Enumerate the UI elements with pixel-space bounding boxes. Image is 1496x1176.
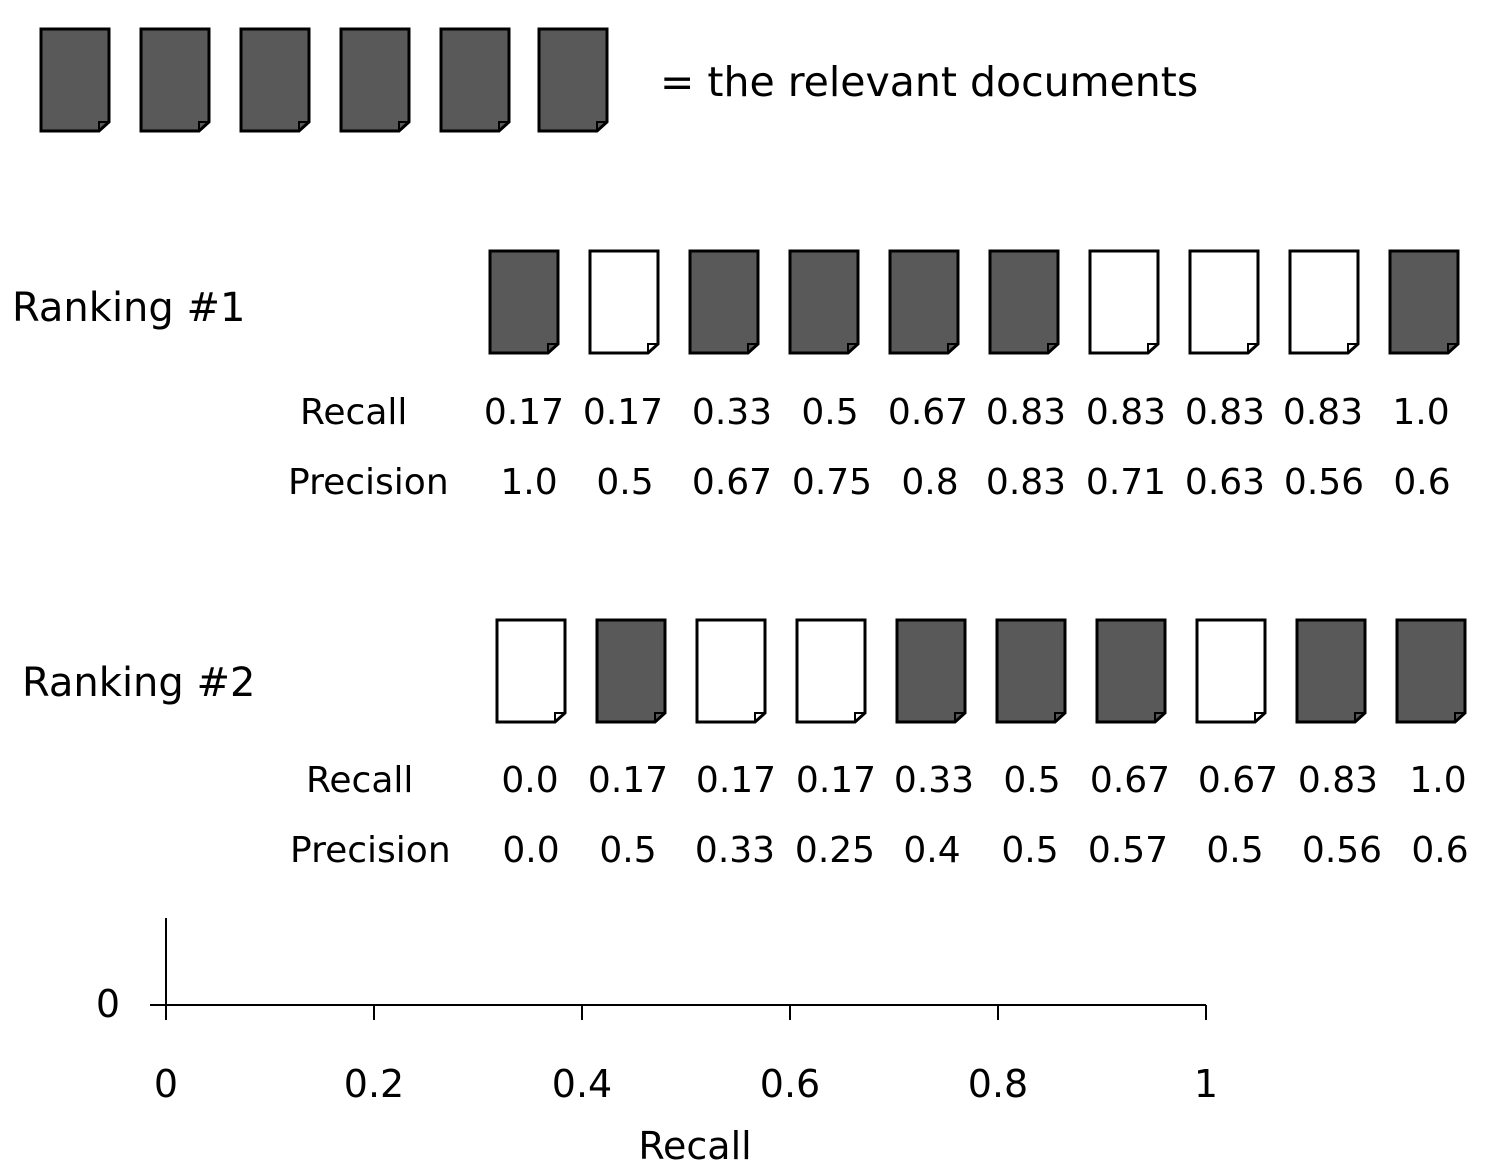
recall-value: 1.0 — [1409, 760, 1467, 801]
precision-value: 0.5 — [599, 830, 657, 871]
nonrelevant-document-icon — [1188, 249, 1260, 355]
precision-value: 0.6 — [1393, 462, 1451, 503]
relevant-document-icon — [239, 27, 311, 133]
x-tick-label: 0.6 — [759, 1062, 821, 1106]
relevant-document-icon — [888, 249, 960, 355]
relevant-document-icon — [895, 618, 967, 724]
relevant-document-icon — [1388, 249, 1460, 355]
ranking-2-precision-label: Precision — [290, 830, 451, 871]
x-tick-label: 0.8 — [967, 1062, 1029, 1106]
nonrelevant-document-icon — [495, 618, 567, 724]
ranking-1-title: Ranking #1 — [12, 285, 246, 331]
x-tick-label: 0 — [153, 1062, 179, 1106]
precision-value: 0.6 — [1411, 830, 1469, 871]
recall-value: 0.33 — [893, 760, 975, 801]
recall-value: 0.5 — [801, 392, 859, 433]
precision-value: 0.5 — [596, 462, 654, 503]
recall-value: 1.0 — [1392, 392, 1450, 433]
relevant-document-icon — [1295, 618, 1367, 724]
nonrelevant-document-icon — [695, 618, 767, 724]
recall-value: 0.17 — [587, 760, 669, 801]
precision-value: 0.25 — [794, 830, 876, 871]
relevant-document-icon — [688, 249, 760, 355]
precision-value: 0.71 — [1085, 462, 1167, 503]
recall-value: 0.67 — [887, 392, 969, 433]
nonrelevant-document-icon — [1088, 249, 1160, 355]
precision-value: 0.5 — [1206, 830, 1264, 871]
relevant-document-icon — [537, 27, 609, 133]
relevant-document-icon — [788, 249, 860, 355]
precision-value: 0.5 — [1001, 830, 1059, 871]
legend-label: = the relevant documents — [660, 58, 1199, 106]
precision-value: 0.75 — [791, 462, 873, 503]
recall-value: 0.67 — [1089, 760, 1171, 801]
recall-value: 0.17 — [483, 392, 565, 433]
ranking-2-recall-label: Recall — [306, 760, 414, 801]
relevant-document-icon — [488, 249, 560, 355]
x-axis-label: Recall — [638, 1124, 752, 1168]
precision-value: 0.67 — [691, 462, 773, 503]
precision-value: 0.56 — [1301, 830, 1383, 871]
recall-value: 0.5 — [1003, 760, 1061, 801]
recall-value: 0.83 — [1282, 392, 1364, 433]
relevant-document-icon — [1095, 618, 1167, 724]
x-tick-label: 0.4 — [551, 1062, 613, 1106]
y-tick-label: 0 — [95, 982, 121, 1026]
recall-value: 0.0 — [501, 760, 559, 801]
precision-value: 0.57 — [1087, 830, 1169, 871]
ranking-1-recall-label: Recall — [300, 392, 408, 433]
recall-value: 0.17 — [695, 760, 777, 801]
relevant-document-icon — [439, 27, 511, 133]
recall-value: 0.83 — [985, 392, 1067, 433]
recall-value: 0.83 — [1297, 760, 1379, 801]
recall-value: 0.33 — [691, 392, 773, 433]
relevant-document-icon — [988, 249, 1060, 355]
relevant-document-icon — [39, 27, 111, 133]
precision-value: 0.33 — [694, 830, 776, 871]
x-tick-label: 0.2 — [343, 1062, 405, 1106]
recall-value: 0.67 — [1197, 760, 1279, 801]
precision-value: 0.4 — [903, 830, 961, 871]
nonrelevant-document-icon — [588, 249, 660, 355]
x-tick-label: 1 — [1193, 1062, 1219, 1106]
nonrelevant-document-icon — [1288, 249, 1360, 355]
relevant-document-icon — [595, 618, 667, 724]
precision-value: 0.8 — [901, 462, 959, 503]
ranking-2-title: Ranking #2 — [22, 660, 256, 706]
recall-value: 0.83 — [1184, 392, 1266, 433]
relevant-document-icon — [1395, 618, 1467, 724]
nonrelevant-document-icon — [795, 618, 867, 724]
relevant-document-icon — [995, 618, 1067, 724]
nonrelevant-document-icon — [1195, 618, 1267, 724]
relevant-document-icon — [139, 27, 211, 133]
precision-value: 0.83 — [985, 462, 1067, 503]
recall-value: 0.17 — [795, 760, 877, 801]
ranking-1-precision-label: Precision — [288, 462, 449, 503]
recall-value: 0.17 — [582, 392, 664, 433]
precision-value: 0.56 — [1283, 462, 1365, 503]
precision-value: 1.0 — [500, 462, 558, 503]
recall-value: 0.83 — [1085, 392, 1167, 433]
precision-value: 0.0 — [502, 830, 560, 871]
precision-value: 0.63 — [1184, 462, 1266, 503]
relevant-document-icon — [339, 27, 411, 133]
